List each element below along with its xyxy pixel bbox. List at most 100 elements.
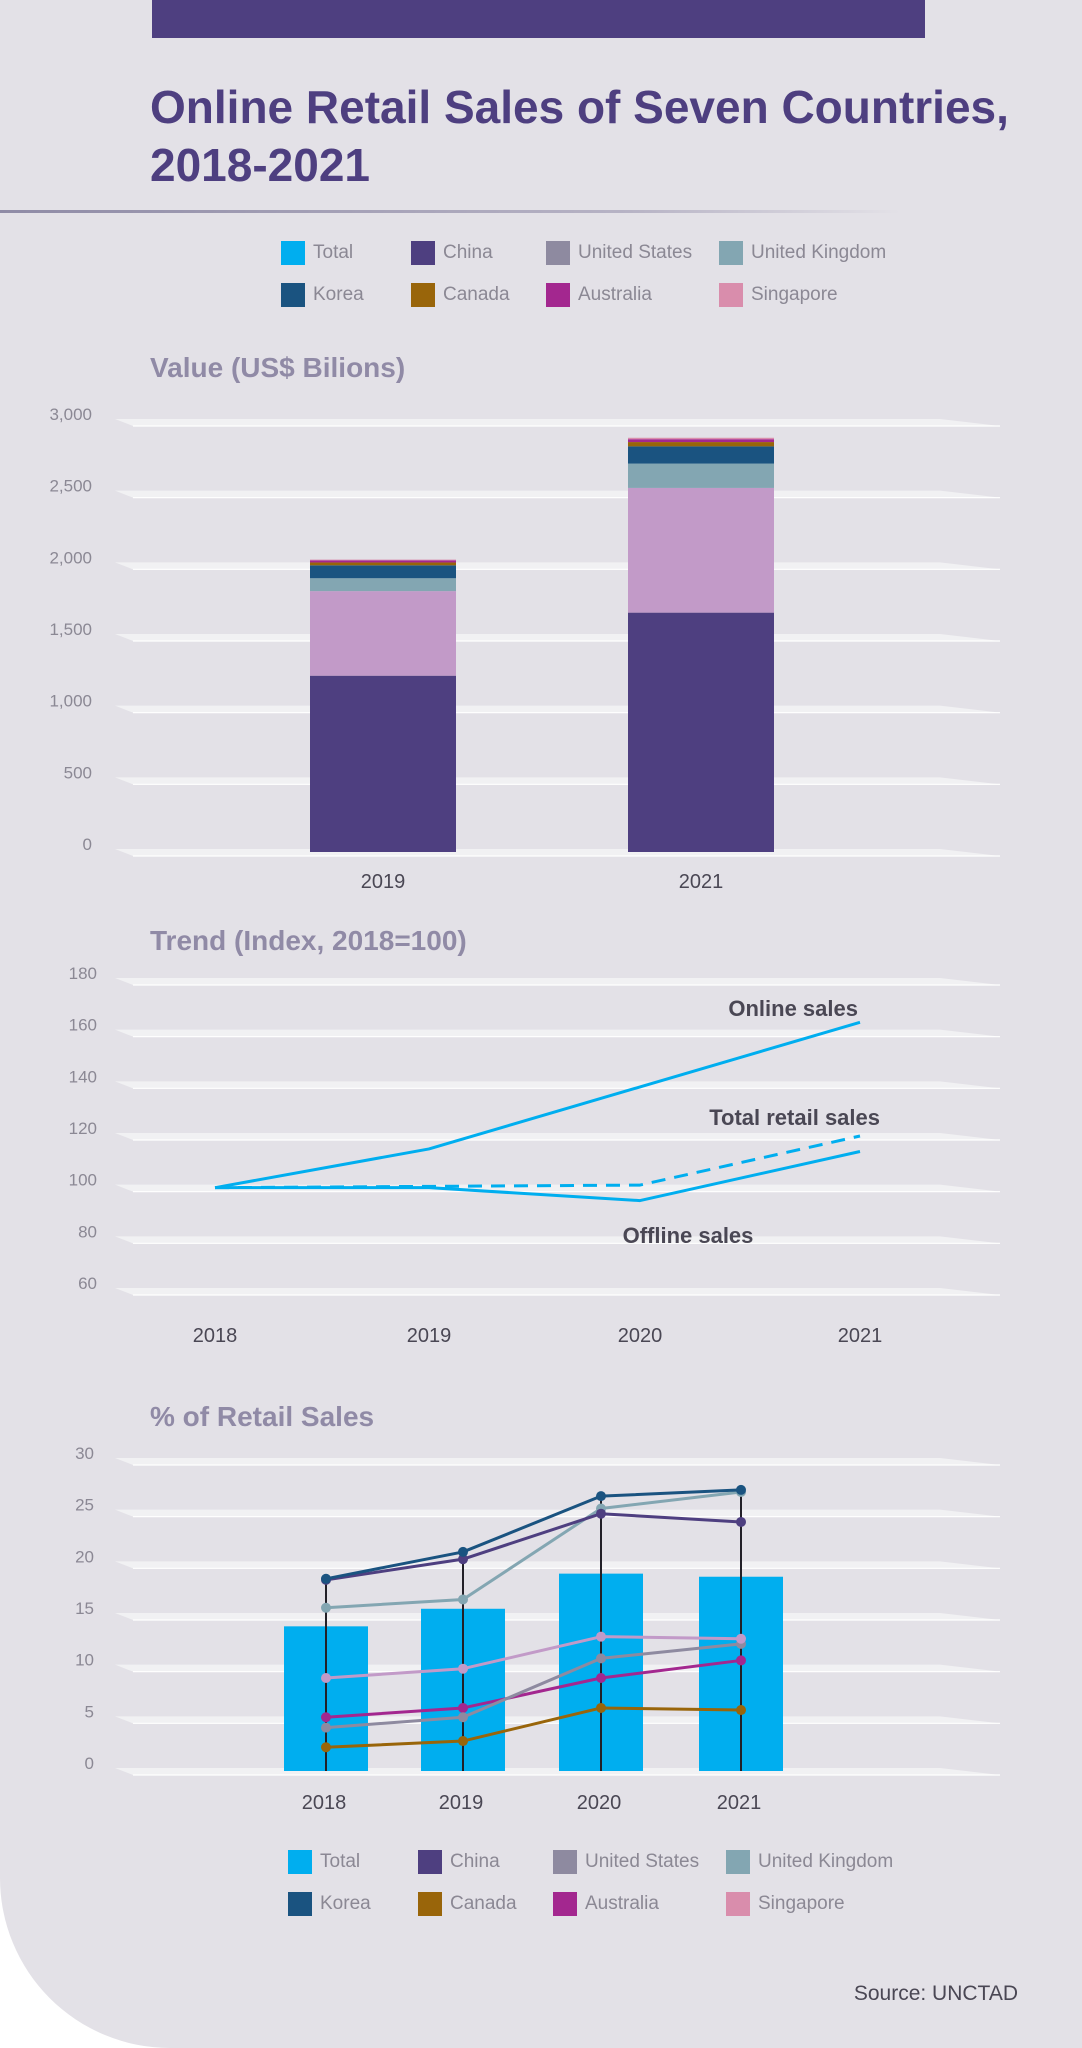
bar-segment-singapore-2019 xyxy=(310,559,456,561)
point-singapore-2021 xyxy=(736,1633,746,1644)
trend-chart-gridline xyxy=(115,1133,1000,1140)
value-chart-y-tick: 2,500 xyxy=(49,477,92,496)
legend-item-australia: Australia xyxy=(553,1892,726,1916)
annotation-total-retail-sales: Total retail sales xyxy=(709,1105,880,1130)
value-chart-x-tick: 2019 xyxy=(361,871,406,893)
legend-swatch-china xyxy=(418,1850,442,1874)
legend-label-australia: Australia xyxy=(578,284,652,305)
annotation-online-sales: Online sales xyxy=(728,996,858,1021)
value-chart-gridline xyxy=(115,634,1000,641)
value-chart-title: Value (US$ Bilions) xyxy=(150,352,406,383)
share-chart-x-tick: 2021 xyxy=(717,1792,762,1814)
bar-segment-australia-2021 xyxy=(628,439,774,443)
trend-chart-x-tick: 2019 xyxy=(407,1325,452,1347)
point-china-2020 xyxy=(596,1508,606,1519)
value-chart-y-tick: 1,000 xyxy=(49,692,92,711)
legend-label-china: China xyxy=(443,242,493,263)
share-chart-gridline xyxy=(115,1561,1000,1569)
point-china-2021 xyxy=(736,1516,746,1527)
legend-item-australia: Australia xyxy=(546,283,719,307)
legend-label-korea: Korea xyxy=(320,1893,371,1914)
trend-chart-x-tick: 2021 xyxy=(838,1325,883,1347)
value-chart-gridline xyxy=(115,490,1000,498)
value-chart-y-tick: 1,500 xyxy=(49,620,92,639)
title-line-1: Online Retail Sales of Seven Countries, xyxy=(150,81,1009,133)
point-canada-2018 xyxy=(321,1742,331,1753)
legend-label-united-kingdom: United Kingdom xyxy=(758,1851,894,1872)
point-korea-2021 xyxy=(736,1484,746,1495)
legend-swatch-singapore xyxy=(726,1892,750,1916)
legend-swatch-canada xyxy=(411,283,435,307)
share-chart-y-tick: 15 xyxy=(75,1599,94,1618)
annotation-offline-sales: Offline sales xyxy=(623,1223,754,1248)
bar-segment-korea-2019 xyxy=(310,565,456,579)
share-chart-x-tick: 2020 xyxy=(577,1792,622,1814)
line-china xyxy=(325,1512,742,1582)
legend-item-korea: Korea xyxy=(281,283,411,307)
legend-item-china: China xyxy=(418,1850,553,1874)
point-canada-2020 xyxy=(596,1702,606,1713)
legend-label-total: Total xyxy=(320,1851,361,1872)
share-chart-gridline xyxy=(115,1664,1000,1672)
legend-swatch-total xyxy=(281,241,305,265)
trend-chart-y-tick: 100 xyxy=(69,1171,97,1190)
legend-swatch-singapore xyxy=(719,283,743,307)
bar-segment-china-2019 xyxy=(310,675,456,852)
share-chart-y-tick: 5 xyxy=(85,1702,94,1721)
legend-item-china: China xyxy=(411,241,546,265)
line-offline-sales xyxy=(215,1150,861,1203)
legend-item-singapore: Singapore xyxy=(726,1892,896,1916)
legend-swatch-united-states xyxy=(553,1850,577,1874)
trend-chart-y-tick: 140 xyxy=(69,1067,97,1086)
value-chart-gridline xyxy=(115,705,1000,713)
trend-chart-y-tick: 160 xyxy=(69,1016,97,1035)
bar-segment-united-states-2021 xyxy=(628,487,774,613)
value-chart-gridline xyxy=(115,419,1000,426)
point-united-kingdom-2018 xyxy=(321,1602,331,1613)
value-chart-y-tick: 3,000 xyxy=(49,405,92,424)
title-line-2: 2018-2021 xyxy=(150,139,370,191)
trend-chart-y-tick: 120 xyxy=(69,1119,97,1138)
line-total-retail-sales xyxy=(214,1134,861,1190)
bar-segment-united-states-2019 xyxy=(310,591,456,676)
trend-chart-y-tick: 60 xyxy=(78,1274,97,1293)
legend-item-united-kingdom: United Kingdom xyxy=(726,1850,896,1874)
point-singapore-2020 xyxy=(596,1631,606,1642)
legend-item-united-states: United States xyxy=(546,241,719,265)
legend-label-china: China xyxy=(450,1851,500,1872)
value-chart-x-tick: 2021 xyxy=(679,871,724,893)
share-chart-y-tick: 30 xyxy=(75,1444,94,1463)
point-united-states-2018 xyxy=(321,1722,331,1733)
point-united-kingdom-2019 xyxy=(458,1594,468,1605)
share-chart-y-tick: 10 xyxy=(75,1651,94,1670)
legend-item-canada: Canada xyxy=(411,283,546,307)
legend-swatch-united-kingdom xyxy=(726,1850,750,1874)
bar-segment-canada-2019 xyxy=(310,562,456,566)
point-australia-2020 xyxy=(596,1673,606,1683)
legend-swatch-china xyxy=(411,241,435,265)
line-united-kingdom xyxy=(325,1490,742,1610)
legend-swatch-australia xyxy=(553,1892,577,1916)
trend-chart-gridline xyxy=(115,1029,1000,1037)
share-chart-x-tick: 2019 xyxy=(439,1792,484,1814)
line-singapore xyxy=(325,1635,742,1680)
legend-label-korea: Korea xyxy=(313,284,364,305)
legend-label-australia: Australia xyxy=(585,1893,659,1914)
value-chart-y-tick: 500 xyxy=(64,763,92,782)
legend-item-canada: Canada xyxy=(418,1892,553,1916)
header-bar xyxy=(152,0,925,38)
point-china-2019 xyxy=(458,1554,468,1565)
legend-item-total: Total xyxy=(281,241,411,265)
legend-swatch-canada xyxy=(418,1892,442,1916)
share-chart-y-tick: 20 xyxy=(75,1547,94,1566)
trend-chart-gridline xyxy=(115,1236,1000,1244)
legend-item-united-states: United States xyxy=(553,1850,726,1874)
share-chart-title: % of Retail Sales xyxy=(150,1401,375,1432)
page-title: Online Retail Sales of Seven Countries, … xyxy=(150,78,1030,194)
trend-chart-gridline xyxy=(115,1288,1000,1295)
legend-label-united-states: United States xyxy=(585,1851,700,1872)
line-canada xyxy=(325,1706,742,1749)
legend-label-canada: Canada xyxy=(450,1893,517,1914)
